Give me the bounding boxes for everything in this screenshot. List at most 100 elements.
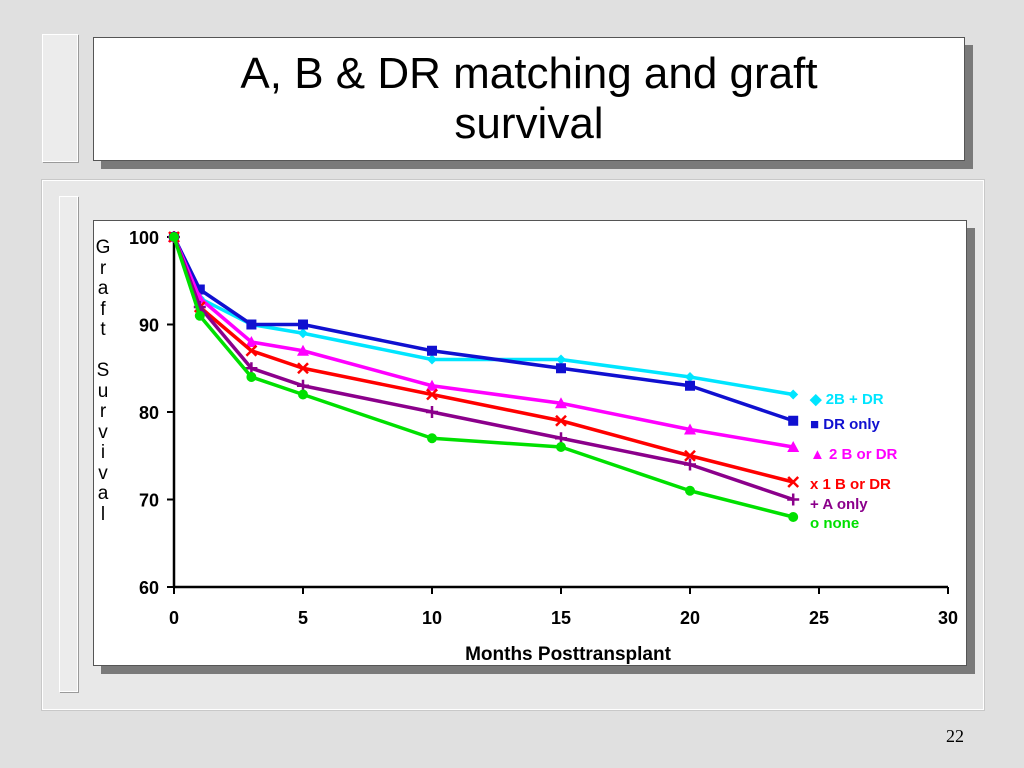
data-point [555, 414, 567, 427]
legend-entry: x 1 B or DR [810, 476, 891, 493]
series-a-only [168, 231, 800, 506]
legend-label: 1 B or DR [823, 476, 892, 493]
x-tick-label: 15 [551, 608, 571, 628]
data-point [246, 372, 257, 382]
legend: ◆ 2B + DR■ DR only▲ 2 B or DRx 1 B or DR… [809, 391, 898, 532]
data-point [788, 389, 799, 400]
data-point [788, 415, 799, 426]
content-side-bar [59, 196, 78, 692]
y-tick-label: 80 [139, 403, 159, 423]
y-tick-label: 100 [129, 228, 159, 248]
data-point [787, 476, 800, 488]
data-point [426, 388, 438, 401]
data-point [684, 449, 696, 462]
series-lines [168, 231, 800, 522]
series-line [172, 236, 794, 519]
data-point [427, 354, 437, 365]
data-point [427, 433, 437, 444]
x-tick-label: 20 [680, 608, 700, 628]
y-axis-label-char: r [99, 401, 107, 422]
data-point [245, 336, 258, 347]
y-axis-label-char: G [95, 237, 111, 258]
legend-symbol: ■ [810, 416, 823, 433]
y-tick-label: 60 [139, 578, 159, 598]
title-side-bar [42, 34, 78, 162]
data-point [787, 441, 800, 452]
legend-symbol: ◆ [809, 391, 826, 408]
x-tick-label: 25 [809, 608, 829, 628]
legend-label: DR only [823, 416, 880, 433]
legend-label: 2 B or DR [829, 446, 898, 463]
y-axis-label-char: f [100, 298, 106, 320]
legend-symbol: ▲ [810, 446, 829, 463]
chart-frame [93, 220, 967, 666]
title-box: A, B & DR matching and graft survival [93, 37, 965, 161]
data-point [297, 344, 309, 356]
data-point [685, 485, 695, 496]
data-point [555, 397, 567, 409]
y-axis-label-char: u [97, 380, 109, 402]
data-point [245, 344, 258, 357]
y-axis-label-char: a [97, 278, 109, 299]
x-tick-label: 5 [298, 608, 308, 628]
y-axis-label-char: t [100, 319, 106, 340]
data-point [787, 493, 800, 506]
series-line [172, 236, 794, 397]
legend-entry: o none [810, 515, 859, 532]
data-point [246, 319, 257, 330]
x-axis-label: Months Posttransplant [465, 644, 672, 665]
series-line [172, 236, 794, 484]
slide-title: A, B & DR matching and graft survival [240, 49, 818, 148]
data-point [684, 458, 696, 471]
y-tick-label: 90 [139, 316, 159, 336]
legend-entry: ▲ 2 B or DR [810, 446, 898, 463]
series-line [172, 236, 794, 449]
legend-entry: ■ DR only [810, 416, 881, 433]
y-axis-label-char: S [96, 360, 110, 381]
data-point [194, 310, 205, 321]
legend-entry: + A only [810, 496, 868, 513]
data-point [298, 319, 308, 330]
data-point [685, 372, 695, 382]
data-point [298, 328, 308, 339]
y-axis-label-char: r [99, 257, 107, 279]
y-axis-label-char: v [98, 462, 108, 484]
data-point [556, 442, 566, 452]
y-tick-label: 70 [139, 491, 159, 511]
legend-symbol: + [810, 496, 822, 513]
data-point [556, 363, 566, 374]
series-line [172, 236, 794, 423]
legend-label: A only [822, 496, 868, 513]
data-point [427, 345, 437, 356]
y-axis-label-char: v [98, 421, 108, 443]
axes: 60 70 80 90 100 0 5 10 15 20 25 30 [129, 228, 958, 628]
data-point [169, 232, 179, 242]
y-axis-label-char: a [97, 483, 109, 504]
series-dr-only [169, 232, 799, 426]
data-point [194, 284, 205, 295]
legend-symbol: x [810, 476, 823, 493]
data-point [426, 406, 438, 418]
data-point [684, 423, 696, 435]
series-line [172, 236, 794, 502]
x-tick-label: 10 [422, 608, 442, 628]
series-none [169, 232, 799, 522]
data-point [556, 354, 566, 365]
legend-label: 2B + DR [826, 391, 884, 408]
data-point [298, 389, 308, 400]
y-axis-label-char: i [100, 442, 106, 463]
data-point [297, 362, 309, 375]
series-2-b-or-dr [168, 231, 800, 452]
x-tick-label: 30 [938, 608, 958, 628]
legend-symbol: o [810, 515, 823, 532]
page-number: 22 [946, 726, 964, 746]
x-tick-label: 0 [169, 608, 179, 628]
data-point [426, 379, 438, 391]
legend-entry: ◆ 2B + DR [809, 391, 884, 408]
y-axis-label-char: l [100, 503, 106, 525]
data-point [685, 380, 695, 391]
series-2b-dr [169, 232, 799, 400]
data-point [788, 512, 799, 522]
